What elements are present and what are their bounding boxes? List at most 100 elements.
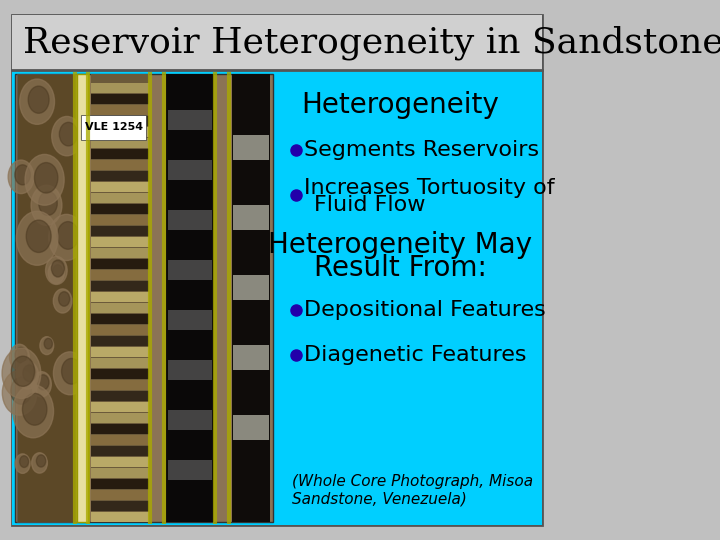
FancyBboxPatch shape [168,110,212,130]
Circle shape [9,344,30,370]
FancyBboxPatch shape [91,105,148,115]
Text: Fluid Flow: Fluid Flow [314,195,426,215]
FancyBboxPatch shape [91,226,148,236]
FancyBboxPatch shape [91,292,148,302]
FancyBboxPatch shape [168,210,212,230]
FancyBboxPatch shape [91,127,148,137]
FancyBboxPatch shape [91,325,148,335]
Circle shape [2,348,41,399]
FancyBboxPatch shape [91,424,148,434]
Text: Reservoir Heterogeneity in Sandstone: Reservoir Heterogeneity in Sandstone [23,26,720,60]
FancyBboxPatch shape [91,215,148,225]
FancyBboxPatch shape [91,468,148,478]
FancyBboxPatch shape [233,135,269,160]
FancyBboxPatch shape [91,369,148,379]
FancyBboxPatch shape [91,171,148,181]
FancyBboxPatch shape [233,345,269,370]
Circle shape [25,154,64,205]
FancyBboxPatch shape [168,360,212,380]
FancyBboxPatch shape [91,94,148,104]
Text: VLE 1254: VLE 1254 [85,122,143,132]
Circle shape [11,377,32,404]
FancyBboxPatch shape [12,15,542,70]
FancyBboxPatch shape [91,358,148,368]
Text: (Whole Core Photograph, Misoa
Sandstone, Venezuela): (Whole Core Photograph, Misoa Sandstone,… [292,474,534,506]
FancyBboxPatch shape [91,237,148,247]
Circle shape [62,359,81,384]
FancyBboxPatch shape [91,501,148,511]
Circle shape [19,456,29,468]
Circle shape [8,160,34,194]
FancyBboxPatch shape [91,138,148,148]
FancyBboxPatch shape [91,193,148,203]
Circle shape [15,165,30,185]
FancyBboxPatch shape [91,336,148,346]
Circle shape [44,338,53,349]
FancyBboxPatch shape [168,310,212,330]
FancyBboxPatch shape [91,391,148,401]
FancyBboxPatch shape [233,275,269,300]
FancyBboxPatch shape [91,490,148,500]
Circle shape [48,262,64,284]
Text: Result From:: Result From: [314,254,487,282]
FancyBboxPatch shape [91,457,148,467]
Circle shape [53,352,86,395]
Circle shape [59,123,78,146]
Circle shape [12,356,35,386]
Circle shape [31,185,62,225]
Circle shape [23,365,36,382]
FancyBboxPatch shape [168,460,212,480]
Text: Segments Reservoirs: Segments Reservoirs [304,140,539,160]
FancyBboxPatch shape [91,116,148,126]
Circle shape [49,214,84,260]
FancyBboxPatch shape [168,410,212,430]
Circle shape [35,163,58,193]
FancyBboxPatch shape [91,380,148,390]
FancyBboxPatch shape [91,270,148,280]
FancyBboxPatch shape [91,347,148,357]
Circle shape [40,336,54,355]
FancyBboxPatch shape [233,415,269,440]
FancyBboxPatch shape [12,15,542,525]
FancyBboxPatch shape [77,74,89,522]
Circle shape [51,260,64,277]
Circle shape [58,221,78,249]
FancyBboxPatch shape [91,435,148,445]
FancyBboxPatch shape [166,74,214,522]
FancyBboxPatch shape [233,205,269,230]
Circle shape [32,372,51,397]
FancyBboxPatch shape [91,204,148,214]
Circle shape [52,117,82,156]
FancyBboxPatch shape [91,83,148,93]
FancyBboxPatch shape [91,281,148,291]
FancyBboxPatch shape [91,259,148,269]
Circle shape [37,375,49,390]
FancyBboxPatch shape [81,115,146,140]
Circle shape [15,454,30,474]
FancyBboxPatch shape [168,260,212,280]
Circle shape [13,385,53,438]
Circle shape [19,79,55,124]
FancyBboxPatch shape [91,160,148,170]
Circle shape [53,265,63,278]
Circle shape [45,256,67,285]
FancyBboxPatch shape [91,248,148,258]
Circle shape [22,393,47,425]
FancyBboxPatch shape [91,479,148,489]
FancyBboxPatch shape [91,303,148,313]
Circle shape [58,292,70,306]
Circle shape [32,453,48,473]
Circle shape [36,455,46,467]
Circle shape [17,361,38,389]
Text: Depositional Features: Depositional Features [304,300,546,320]
FancyBboxPatch shape [17,74,75,522]
FancyBboxPatch shape [91,512,148,522]
Circle shape [26,220,51,253]
FancyBboxPatch shape [91,413,148,423]
Circle shape [28,86,49,113]
FancyBboxPatch shape [91,182,148,192]
FancyBboxPatch shape [91,74,148,522]
Circle shape [15,347,27,363]
Circle shape [39,191,58,215]
FancyBboxPatch shape [91,149,148,159]
